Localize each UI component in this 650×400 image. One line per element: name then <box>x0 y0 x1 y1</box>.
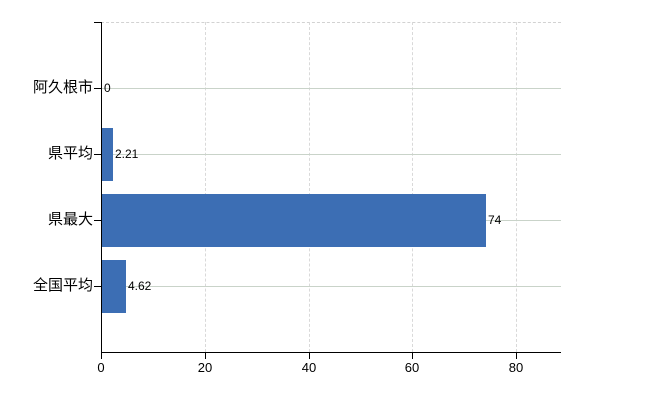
x-tick-mark <box>516 353 517 359</box>
bar <box>102 260 126 313</box>
gridline-vertical <box>205 22 206 352</box>
x-tick-label: 60 <box>404 360 420 375</box>
gridline-vertical <box>309 22 310 352</box>
y-tick-mark <box>94 88 101 89</box>
y-tick-mark <box>94 286 101 287</box>
plot-top-gridline <box>101 22 561 23</box>
gridline-vertical <box>516 22 517 352</box>
x-tick-label: 0 <box>97 360 105 375</box>
value-label: 74 <box>488 213 502 227</box>
x-tick-mark <box>309 353 310 359</box>
gridline-horizontal <box>101 286 561 287</box>
y-tick-mark <box>94 22 101 23</box>
category-label: 県最大 <box>47 211 93 228</box>
x-tick-label: 40 <box>301 360 317 375</box>
category-label: 県平均 <box>47 145 93 162</box>
x-tick-label: 80 <box>508 360 524 375</box>
y-tick-mark <box>94 154 101 155</box>
y-tick-mark <box>94 220 101 221</box>
x-tick-label: 20 <box>197 360 213 375</box>
category-label: 全国平均 <box>32 277 93 294</box>
value-label: 0 <box>104 81 111 95</box>
x-tick-mark <box>412 353 413 359</box>
category-label: 阿久根市 <box>32 79 93 96</box>
value-label: 4.62 <box>128 279 152 293</box>
x-tick-mark <box>205 353 206 359</box>
gridline-horizontal <box>101 154 561 155</box>
gridline-horizontal <box>101 88 561 89</box>
value-label: 2.21 <box>115 147 139 161</box>
gridline-vertical <box>412 22 413 352</box>
bar <box>102 194 486 247</box>
y-axis-line <box>101 22 102 353</box>
x-tick-mark <box>101 353 102 359</box>
x-axis-line <box>101 352 561 353</box>
bar <box>102 128 113 181</box>
